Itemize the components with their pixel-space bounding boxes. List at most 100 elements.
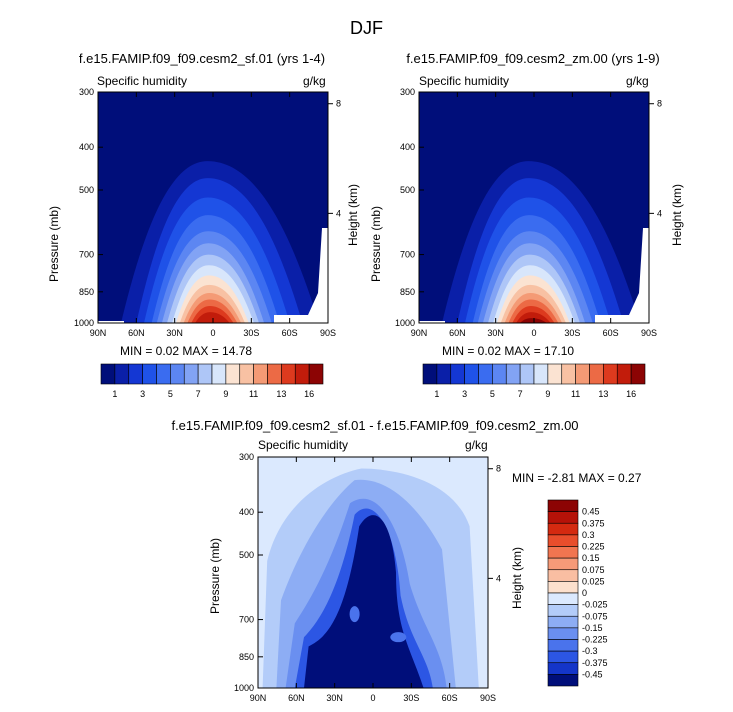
panel2-colorbar-swatch-0	[422, 363, 438, 385]
panel3-colorbar-swatch-9	[547, 604, 579, 617]
panel1-colorbar-swatch-4	[156, 363, 171, 385]
panel1-plot	[98, 92, 328, 323]
panel1-ytick-label-1: 850	[79, 287, 94, 297]
panel2-xtick-label-4: 30S	[564, 328, 580, 338]
panel3-colorbar-label-14: -0.45	[582, 669, 603, 679]
panel2-title: f.e15.FAMIP.f09_f09.cesm2_zm.00 (yrs 1-9…	[406, 51, 660, 66]
panel3-colorbar-swatch-11	[547, 627, 579, 640]
panel1-colorbar-swatch-15	[308, 363, 324, 385]
panel2-colorbar-label-4: 9	[545, 389, 550, 399]
panel1-stats: MIN = 0.02 MAX = 14.78	[120, 344, 253, 358]
panel3-xtick-label-0: 90N	[250, 693, 267, 703]
panel1-colorbar-swatch-3	[142, 363, 157, 385]
panel2-colorbar-label-3: 7	[518, 389, 523, 399]
panel2-band-15	[519, 318, 547, 323]
panel1-ytick-label-0: 1000	[74, 318, 94, 328]
panel3-colorbar-swatch-6	[547, 569, 579, 582]
panel1-colorbar-label-5: 11	[249, 389, 258, 399]
panel2-xtick-label-1: 60N	[449, 328, 466, 338]
panel3-colorbar-label-5: 0.075	[582, 565, 605, 575]
panel1-colorbar-swatch-1	[114, 363, 130, 385]
panel2-ytick-label-5: 300	[400, 87, 415, 97]
panel1-colorbar-swatch-13	[281, 363, 296, 385]
panel3-colorbar-label-3: 0.225	[582, 542, 605, 552]
panel3-xtick-label-2: 30N	[326, 693, 343, 703]
panel3-colorbar-swatch-1	[547, 511, 579, 524]
panel3-colorbar-label-2: 0.3	[582, 530, 595, 540]
panel1-ytick-label-5: 300	[79, 87, 94, 97]
panel3-ytick-label-1: 850	[239, 652, 254, 662]
panel2-htick-label-0: 4	[657, 208, 662, 218]
panel3-colorbar-label-13: -0.375	[582, 658, 608, 668]
panel1-colorbar-swatch-12	[267, 363, 282, 385]
panel2-colorbar-swatch-14	[616, 363, 632, 385]
panel2-colorbar-label-6: 13	[598, 389, 608, 399]
panel2-colorbar-swatch-2	[450, 363, 465, 385]
panel1-colorbar-label-4: 9	[223, 389, 228, 399]
panel2-stats: MIN = 0.02 MAX = 17.10	[442, 344, 575, 358]
panel1-title: f.e15.FAMIP.f09_f09.cesm2_sf.01 (yrs 1-4…	[78, 51, 326, 66]
panel3-colorbar-label-10: -0.15	[582, 623, 603, 633]
panel1-colorbar-swatch-14	[294, 363, 310, 385]
panel3-xtick-label-4: 30S	[403, 693, 419, 703]
panel3-colorbar-swatch-13	[547, 650, 579, 664]
panel3-colorbar-swatch-12	[547, 639, 579, 652]
panel2-xtick-label-3: 0	[531, 328, 536, 338]
panel3-colorbar-swatch-2	[547, 522, 579, 536]
panel3-colorbar-swatch-14	[547, 662, 579, 675]
panel1-xtick-label-1: 60N	[128, 328, 145, 338]
panel3-feature-north	[349, 606, 360, 623]
page-title: DJF	[350, 18, 383, 38]
panel3-colorbar-swatch-4	[547, 546, 579, 559]
panel2-colorbar-label-1: 3	[462, 389, 467, 399]
panel1-colorbar-swatch-5	[170, 363, 185, 385]
panel3-xtick-label-5: 60S	[442, 693, 458, 703]
panel3-xtick-label-6: 90S	[480, 693, 496, 703]
panel3-title: f.e15.FAMIP.f09_f09.cesm2_sf.01 - f.e15.…	[171, 418, 579, 433]
panel1-xtick-label-0: 90N	[90, 328, 107, 338]
panel3-colorbar-label-6: 0.025	[582, 576, 605, 586]
panel3-stats: MIN = -2.81 MAX = 0.27	[512, 471, 642, 485]
panel2-units-label: g/kg	[626, 74, 649, 88]
panel2-ytick-label-2: 700	[400, 250, 415, 260]
panel1-ytick-label-2: 700	[79, 250, 94, 260]
panel3-plot	[258, 457, 488, 688]
panel2-colorbar-swatch-4	[478, 363, 493, 385]
panel1-xtick-label-3: 0	[210, 328, 215, 338]
panel1-colorbar-swatch-11	[253, 363, 268, 385]
panel2-ytick-label-3: 500	[400, 185, 415, 195]
panel3-ytick-label-3: 500	[239, 550, 254, 560]
panel3-htick-label-1: 8	[496, 464, 501, 474]
panel1-missing-data	[274, 228, 328, 323]
panel2-colorbar-label-5: 11	[571, 389, 580, 399]
panel3-colorbar-swatch-10	[547, 615, 579, 629]
panel1-colorbar-label-7: 16	[304, 389, 314, 399]
panel2-colorbar-swatch-10	[561, 363, 576, 385]
panel2-colorbar-label-7: 16	[626, 389, 636, 399]
panel3-colorbar-swatch-15	[547, 674, 579, 687]
panel1-xtick-label-4: 30S	[243, 328, 259, 338]
panel3-band-core	[304, 515, 424, 688]
panel3-colorbar-label-8: -0.025	[582, 600, 608, 610]
panel2-colorbar-swatch-11	[575, 363, 590, 385]
panel2-ytick-label-1: 850	[400, 287, 415, 297]
panel1-colorbar-label-0: 1	[112, 389, 117, 399]
panel1-colorbar-swatch-8	[211, 363, 227, 385]
panel2-colorbar-swatch-5	[492, 363, 507, 385]
panel2-htick-label-1: 8	[657, 99, 662, 109]
panel1-colorbar-label-2: 5	[168, 389, 173, 399]
panel2-xtick-label-2: 30N	[487, 328, 504, 338]
panel1-colorbar-label-1: 3	[140, 389, 145, 399]
panel2-colorbar-label-0: 1	[434, 389, 439, 399]
panel3-colorbar-label-7: 0	[582, 588, 587, 598]
panel2-plot	[419, 92, 649, 323]
panel3-colorbar-label-9: -0.075	[582, 611, 608, 621]
panel2-variable-label: Specific humidity	[419, 74, 510, 88]
panel3-colorbar-label-0: 0.45	[582, 507, 600, 517]
panel2-xtick-label-0: 90N	[411, 328, 428, 338]
panel3-colorbar-swatch-7	[547, 581, 579, 594]
panel2-colorbar-swatch-12	[589, 363, 604, 385]
panel3-colorbar-swatch-3	[547, 534, 579, 547]
panel3-ytick-label-0: 1000	[234, 683, 254, 693]
panel1-xtick-label-2: 30N	[166, 328, 183, 338]
